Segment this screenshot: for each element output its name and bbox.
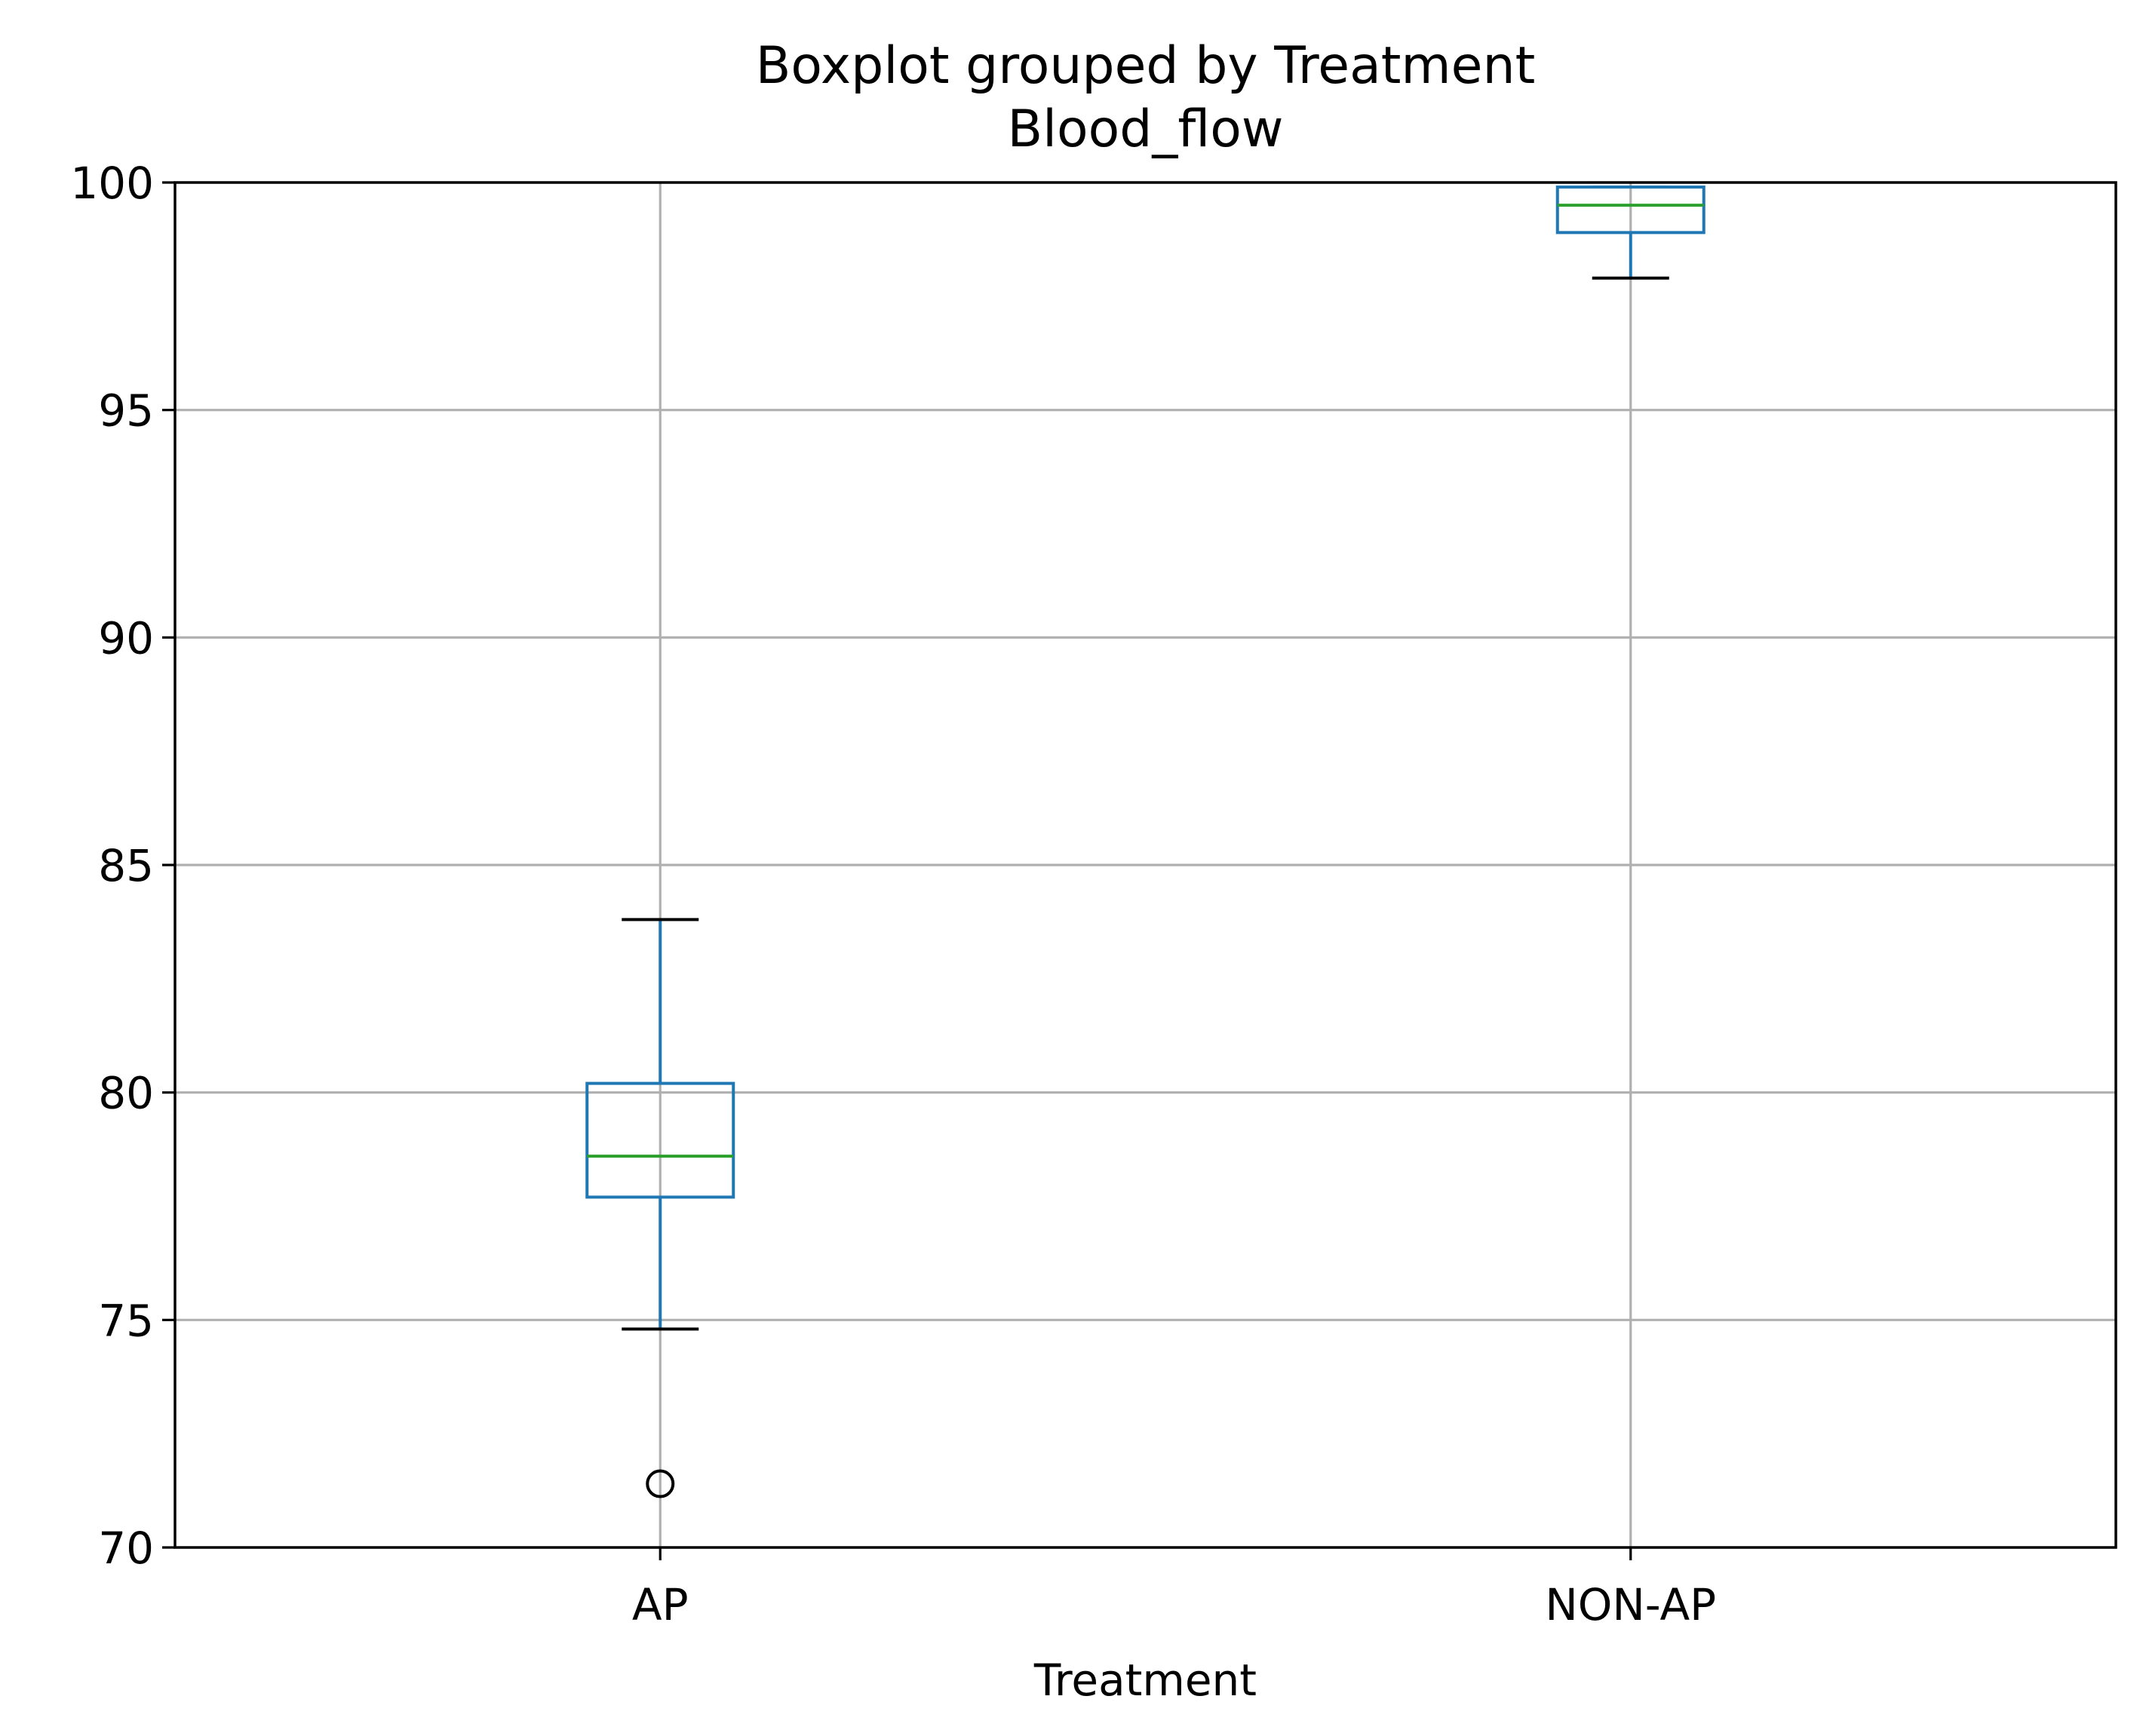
iqr-box (1555, 186, 1705, 235)
iqr-box (585, 1081, 735, 1199)
x-axis-label: Treatment (1033, 1655, 1257, 1706)
plot-marks (585, 186, 1705, 1498)
y-tick-label: 85 (98, 840, 154, 891)
x-tick-label: NON-AP (1545, 1579, 1716, 1630)
outlier-point (646, 1469, 675, 1498)
y-tick-label: 95 (98, 385, 154, 437)
chart-subtitle: Blood_flow (1008, 100, 1284, 159)
y-tick-label: 100 (70, 158, 154, 209)
y-tick-label: 80 (98, 1068, 154, 1119)
box-group-non-ap (1555, 186, 1705, 280)
x-tick-label: AP (632, 1579, 689, 1630)
axis-ticks: 70 75 80 85 90 95 100 AP NON-AP (70, 158, 1716, 1630)
y-tick-label: 70 (98, 1523, 154, 1574)
y-tick-label: 90 (98, 612, 154, 664)
y-tick-label: 75 (98, 1295, 154, 1346)
box-group-ap (585, 918, 735, 1498)
grid-lines (175, 182, 2116, 1547)
chart-title: Boxplot grouped by Treatment (756, 36, 1535, 96)
